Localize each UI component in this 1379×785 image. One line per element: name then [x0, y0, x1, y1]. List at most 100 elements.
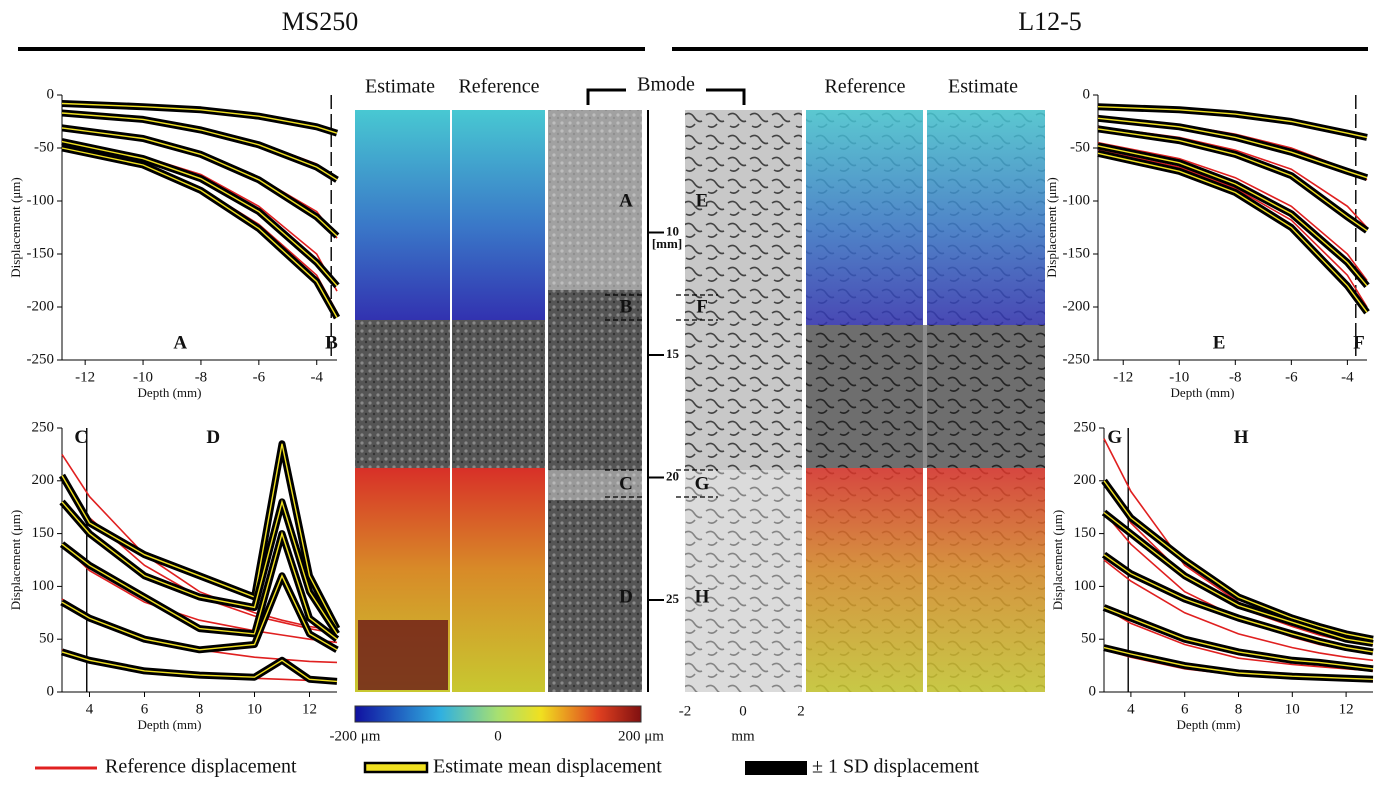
- y-tick-label: 250: [32, 419, 55, 435]
- region-label: D: [619, 586, 633, 607]
- image-label: Estimate: [948, 76, 1018, 98]
- x-tick-label: 10: [247, 701, 262, 717]
- region-label: A: [173, 332, 187, 353]
- colorbar-label: 200 μm: [618, 728, 664, 744]
- y-tick-label: 100: [32, 578, 55, 594]
- y-tick-label: -250: [1063, 351, 1091, 367]
- estimate-line: [61, 127, 338, 237]
- lateral-tick-label: -2: [679, 703, 692, 719]
- legend-swatch: [745, 761, 807, 775]
- depth-unit: [mm]: [652, 236, 682, 251]
- x-tick-label: 4: [86, 701, 94, 717]
- region-label: H: [695, 586, 710, 607]
- l125-images: [685, 110, 1045, 692]
- y-axis-title: Displacement (μm): [1044, 177, 1059, 277]
- y-tick-label: 100: [1074, 578, 1097, 594]
- estimate-line: [61, 574, 338, 651]
- estimate-line: [61, 147, 338, 318]
- estimate-line: [1103, 646, 1374, 680]
- legend-label: Reference displacement: [105, 756, 297, 778]
- region-label: E: [1213, 332, 1226, 353]
- image-label: Reference: [458, 76, 539, 98]
- x-axis-title: Depth (mm): [138, 385, 202, 400]
- x-tick-label: -8: [195, 369, 208, 385]
- region-label: G: [695, 473, 710, 494]
- image-label: Reference: [824, 76, 905, 98]
- region-label: A: [619, 190, 633, 211]
- estimate-line: [1103, 511, 1374, 645]
- y-tick-label: 200: [1074, 472, 1097, 488]
- y-tick-label: -100: [27, 192, 55, 208]
- x-tick-label: -12: [75, 369, 95, 385]
- y-tick-label: 150: [32, 525, 55, 541]
- region-label: B: [325, 332, 338, 353]
- region-label: C: [74, 427, 88, 448]
- y-tick-label: -250: [27, 351, 55, 367]
- legend-swatch: [363, 761, 429, 774]
- x-axis-title: Depth (mm): [1177, 717, 1241, 732]
- estimate-line: [61, 140, 338, 287]
- estimate-line: [61, 499, 338, 635]
- estimate-line: [61, 102, 338, 134]
- estimate-line: [61, 443, 338, 629]
- depth-tick-label: 10: [666, 223, 679, 238]
- y-tick-label: 0: [1089, 683, 1097, 699]
- region-dashes: [605, 294, 718, 498]
- sd-band: [61, 124, 340, 239]
- y-tick-label: -100: [1063, 192, 1091, 208]
- lateral-tick-label: 0: [739, 703, 747, 719]
- y-tick-label: -50: [1070, 139, 1090, 155]
- x-tick-label: -10: [1169, 369, 1189, 385]
- region-label: F: [696, 296, 708, 317]
- y-tick-label: 0: [1083, 86, 1091, 102]
- y-axis-title: Displacement (μm): [1050, 510, 1065, 610]
- x-tick-label: 10: [1285, 701, 1300, 717]
- estimate-line: [1097, 117, 1368, 179]
- y-axis-title: Displacement (μm): [8, 177, 23, 277]
- x-tick-label: -6: [1285, 369, 1298, 385]
- bracket: [586, 88, 746, 105]
- x-tick-label: 8: [196, 701, 204, 717]
- y-tick-label: -150: [27, 245, 55, 261]
- region-label: B: [620, 296, 633, 317]
- reference-line: [1097, 141, 1368, 281]
- header: L12-5: [1018, 7, 1082, 36]
- x-tick-label: 6: [1181, 701, 1189, 717]
- legend-label: ± 1 SD displacement: [812, 756, 980, 778]
- x-tick-label: 12: [302, 701, 317, 717]
- lateral-unit: mm: [731, 728, 755, 744]
- y-tick-label: -50: [34, 139, 54, 155]
- y-tick-label: 0: [47, 86, 55, 102]
- x-tick-label: -6: [253, 369, 266, 385]
- region-label: H: [1234, 427, 1249, 448]
- ms250-images: [355, 110, 649, 692]
- lateral-tick-label: 2: [797, 703, 805, 719]
- y-tick-label: 50: [1081, 631, 1096, 647]
- x-tick-label: -8: [1229, 369, 1242, 385]
- reference-line: [61, 139, 338, 292]
- x-axis-title: Depth (mm): [138, 717, 202, 732]
- estimate-line: [61, 531, 338, 640]
- image-label: Estimate: [365, 76, 435, 98]
- legend-label: Estimate mean displacement: [433, 756, 662, 778]
- y-tick-label: 0: [47, 683, 55, 699]
- x-tick-label: 6: [141, 701, 149, 717]
- reference-line: [1103, 559, 1374, 662]
- x-tick-label: 8: [1235, 701, 1243, 717]
- image-label: Bmode: [637, 74, 695, 96]
- depth-tick-label: 20: [666, 468, 679, 483]
- reference-line: [1097, 149, 1368, 308]
- x-axis-title: Depth (mm): [1171, 385, 1235, 400]
- region-label: G: [1107, 427, 1122, 448]
- header: MS250: [282, 7, 359, 36]
- y-axis-title: Displacement (μm): [8, 510, 23, 610]
- y-tick-label: 50: [39, 631, 54, 647]
- reference-line: [61, 543, 338, 644]
- estimate-line: [1097, 152, 1368, 313]
- estimate-line: [1103, 554, 1374, 653]
- region-label: F: [1353, 332, 1365, 353]
- y-tick-label: -200: [27, 298, 55, 314]
- region-label: E: [696, 190, 709, 211]
